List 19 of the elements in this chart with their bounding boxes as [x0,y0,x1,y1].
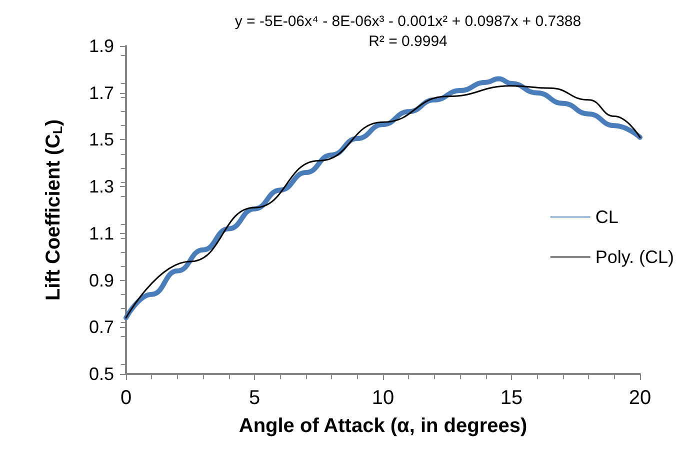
legend-label: Poly. (CL) [595,247,674,267]
y-tick-label: 0.7 [88,317,114,338]
annotation: R² = 0.9994 [368,33,448,50]
y-tick-label: 0.9 [88,270,114,290]
y-tick-label: 1.1 [88,223,114,244]
y-tick-label: 1.3 [88,176,114,197]
x-tick-label: 5 [248,387,260,409]
x-tick-label: 10 [372,387,394,409]
x-tick-label: 20 [628,387,652,409]
y-tick-label: 1.7 [88,82,114,103]
text: y = -5E-06x⁴ - 8E-06x³ - 0.001x² + 0.0987x + 0.7388 [234,13,582,30]
x-tick-label: 15 [500,387,523,409]
x-tick-label: 0 [120,387,132,409]
legend-label: CL [595,207,618,227]
y-tick-label: 1.5 [88,130,114,150]
y-tick-label: 0.5 [88,364,114,384]
y-axis-title: Lift Coefficient (CL) [42,119,65,301]
x-axis-title: Angle of Attack (α, in degrees) [238,415,528,437]
y-tick-label: 1.9 [88,36,114,56]
